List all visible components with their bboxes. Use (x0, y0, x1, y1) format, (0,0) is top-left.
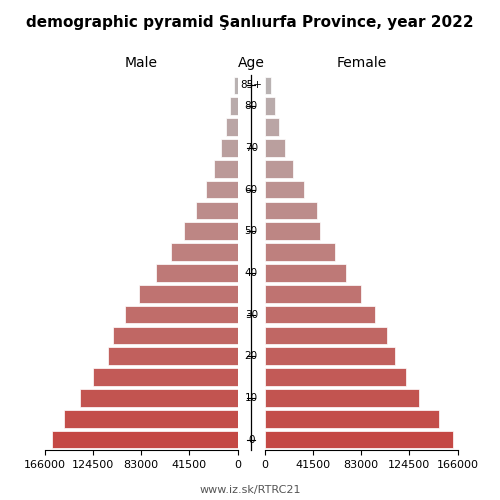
Bar (234, 76, 237, 94)
Bar (265, 306, 375, 324)
Text: 40: 40 (244, 268, 258, 278)
Bar (156, 264, 238, 282)
Bar (230, 98, 237, 115)
Text: 30: 30 (244, 310, 258, 320)
Text: demographic pyramid Şanlıurfa Province, year 2022: demographic pyramid Şanlıurfa Province, … (26, 15, 474, 30)
Bar (172, 243, 237, 261)
Bar (226, 118, 237, 136)
Bar (184, 222, 238, 240)
Bar (265, 98, 276, 115)
Bar (265, 326, 387, 344)
Bar (265, 264, 346, 282)
Bar (92, 368, 238, 386)
Bar (265, 368, 406, 386)
Bar (265, 160, 293, 178)
Bar (196, 202, 237, 220)
Bar (114, 326, 238, 344)
Bar (125, 306, 238, 324)
Text: 20: 20 (244, 351, 258, 361)
Bar (265, 410, 439, 428)
Bar (265, 118, 279, 136)
Text: www.iz.sk/RTRC21: www.iz.sk/RTRC21 (199, 485, 301, 495)
Text: 50: 50 (244, 226, 258, 236)
Text: Female: Female (336, 56, 386, 70)
Bar (265, 348, 395, 365)
Text: 10: 10 (244, 393, 258, 403)
Text: 80: 80 (244, 101, 258, 112)
Text: 60: 60 (244, 184, 258, 194)
Bar (108, 348, 238, 365)
Bar (206, 180, 238, 198)
Bar (265, 243, 334, 261)
Bar (265, 180, 304, 198)
Bar (214, 160, 238, 178)
Text: Age: Age (238, 56, 264, 70)
Bar (265, 389, 419, 407)
Bar (64, 410, 238, 428)
Bar (265, 76, 272, 94)
Bar (222, 139, 238, 157)
Text: 0: 0 (248, 434, 254, 444)
Bar (265, 139, 284, 157)
Bar (80, 389, 237, 407)
Text: 70: 70 (244, 143, 258, 153)
Text: Male: Male (125, 56, 158, 70)
Bar (265, 202, 317, 220)
Bar (265, 222, 320, 240)
Bar (139, 285, 237, 302)
Bar (52, 430, 238, 448)
Bar (265, 285, 361, 302)
Text: 85+: 85+ (240, 80, 262, 90)
Bar (265, 430, 453, 448)
